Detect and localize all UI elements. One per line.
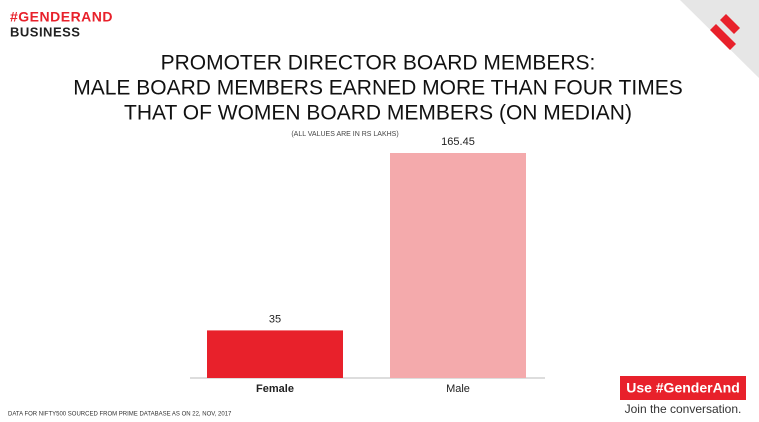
bar xyxy=(207,330,343,378)
chart-title: PROMOTER DIRECTOR BOARD MEMBERS: xyxy=(161,52,596,75)
chart-title: MALE BOARD MEMBERS EARNED MORE THAN FOUR… xyxy=(73,77,682,100)
chart-title: THAT OF WOMEN BOARD MEMBERS (ON MEDIAN) xyxy=(124,102,632,125)
source-note: DATA FOR NIFTY500 SOURCED FROM PRIME DAT… xyxy=(8,412,232,418)
tagline: Join the conversation. xyxy=(625,402,742,416)
section: BUSINESS xyxy=(10,24,80,39)
x-tick-label: Female xyxy=(256,383,294,395)
value-label: 35 xyxy=(269,313,281,325)
chart-subtitle: (ALL VALUES ARE IN RS LAKHS) xyxy=(291,131,398,138)
logo xyxy=(680,0,759,78)
cta-button-label[interactable]: Use #GenderAnd xyxy=(626,380,740,396)
value-label: 165.45 xyxy=(441,136,475,148)
brand: #GENDERAND xyxy=(10,9,113,25)
bar xyxy=(390,153,526,378)
x-tick-label: Male xyxy=(446,383,470,395)
cta-button[interactable] xyxy=(620,376,746,400)
